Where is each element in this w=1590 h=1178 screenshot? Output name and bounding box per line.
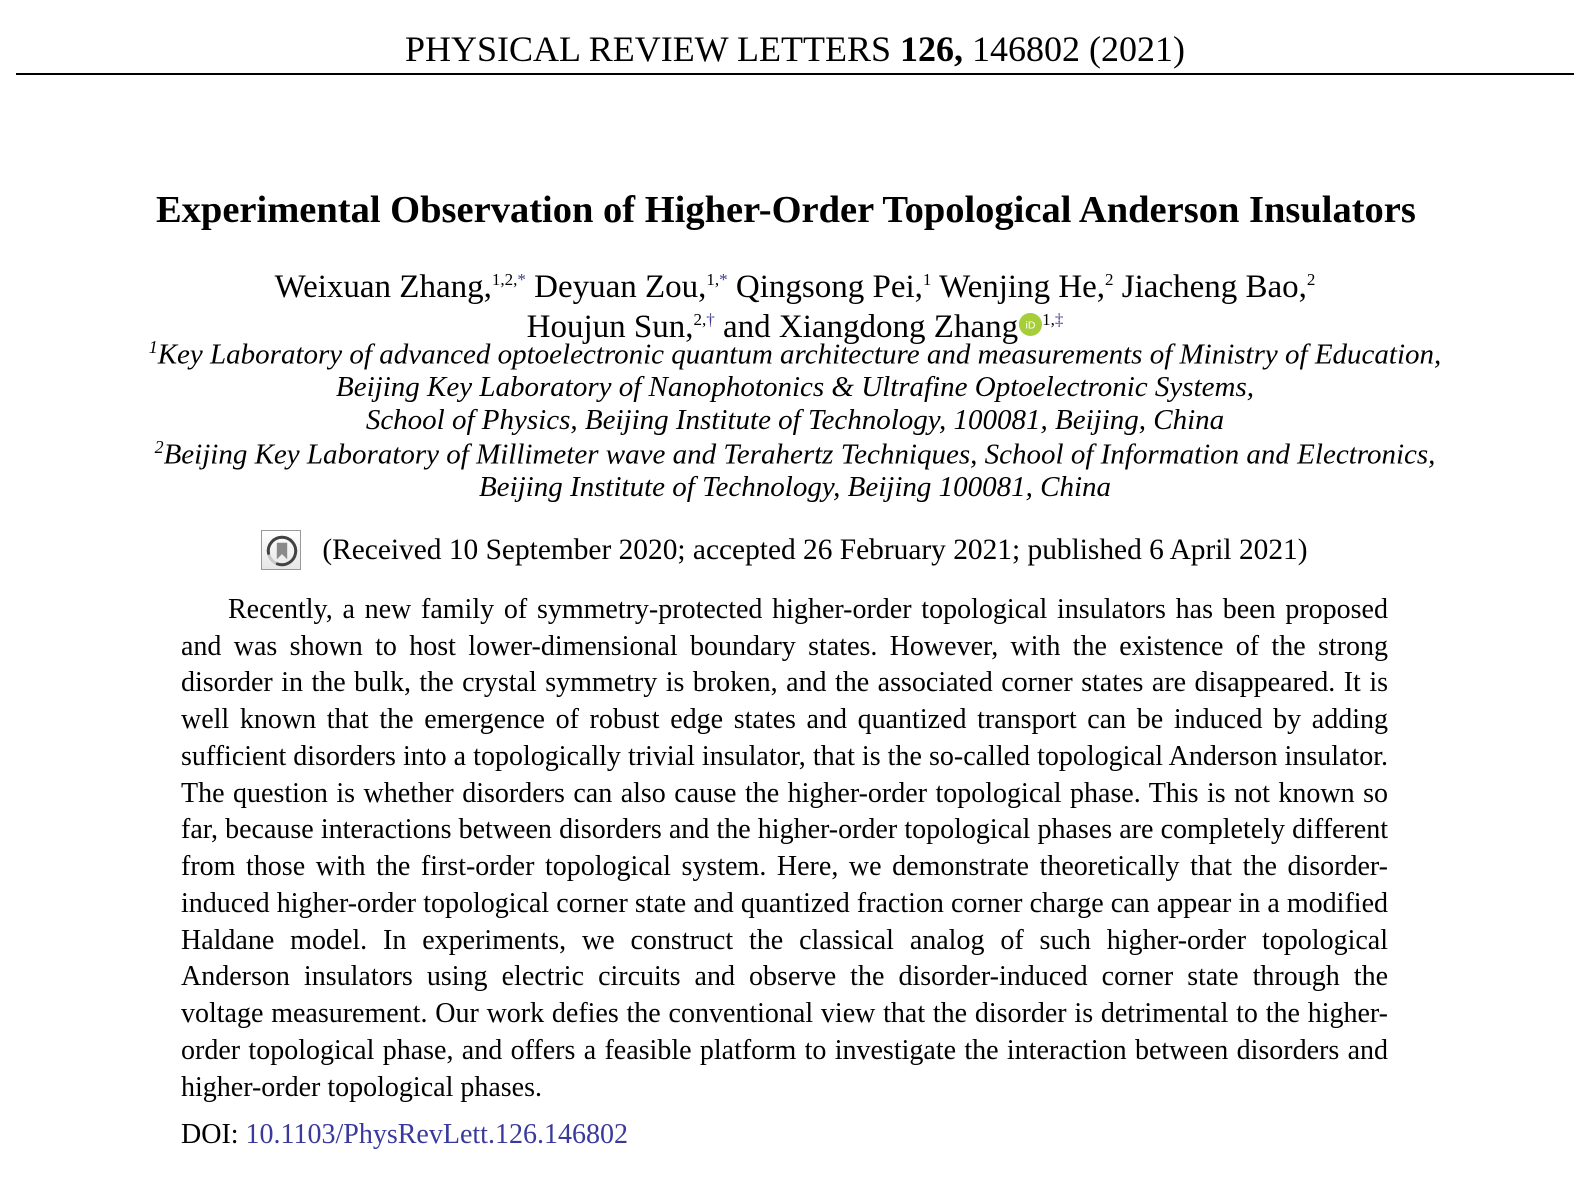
- svg-text:iD: iD: [1026, 319, 1036, 331]
